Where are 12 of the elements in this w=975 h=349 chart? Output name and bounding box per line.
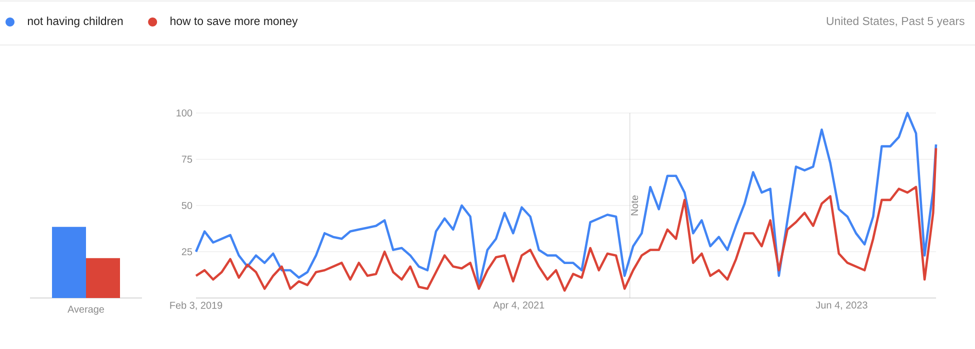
x-tick-label: Average	[68, 306, 104, 315]
x-tick-label: Feb 3, 2019	[170, 302, 222, 310]
x-tick-label: Apr 4, 2021	[493, 302, 544, 311]
legend-label: not having children	[28, 16, 123, 28]
y-tick-label: 75	[182, 156, 192, 163]
text: United States, Past 5 years	[826, 16, 964, 28]
y-tick-label: 100	[176, 109, 192, 117]
legend-label: how to save more money	[170, 16, 298, 28]
y-tick-label: 50	[182, 202, 192, 210]
y-tick-label: 25	[182, 248, 192, 256]
x-tick-label: Jun 4, 2023	[816, 302, 868, 310]
ref-line-label: Note	[631, 195, 638, 216]
